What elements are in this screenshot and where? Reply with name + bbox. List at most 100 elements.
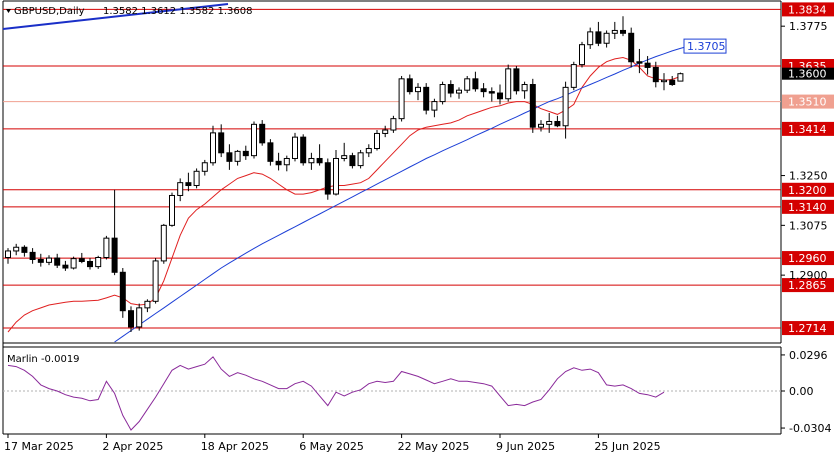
candle-body-bull [283,157,290,166]
candle [431,98,438,118]
candle-body-bull [587,31,594,46]
candle [78,252,85,264]
candle [103,235,110,260]
price-tick-label: 1.2900 [789,269,828,282]
candle-body-bear [620,29,626,34]
candle-body-bull [46,257,52,263]
candle [546,112,553,133]
level-label: 1.2960 [788,252,827,265]
candle [652,61,659,88]
oscillator-label: Marlin -0.0019 [7,354,80,365]
symbol-header: GBPUSD,Daily 1.3582 1.3612 1.3582 1.3608 [6,6,253,17]
candle [390,115,397,133]
candle [308,152,315,170]
candle-body-bear [29,251,36,260]
candle-body-bull [390,118,397,131]
candle-body-bear [242,150,249,157]
level-label: 1.2714 [788,322,827,335]
candle-body-bull [415,86,421,93]
candle-body-bull [13,246,20,252]
candle [234,149,241,166]
candle [242,145,249,160]
candle-body-bull [251,123,257,157]
candle-body-bear [78,258,85,262]
candle-body-bull [456,89,462,94]
candle [382,125,389,138]
candles [5,16,684,333]
level-label: 1.3834 [788,3,827,16]
candle [587,27,594,49]
price-tick-label: 1.3775 [789,20,828,33]
level-badge [782,182,834,197]
candle [365,144,372,158]
osc-tick-label: -0.0304 [789,422,831,435]
candle-body-bear [300,136,307,164]
candle [193,168,200,189]
candle [177,178,184,202]
candle [185,172,192,192]
candle-body-bull [579,44,585,66]
candle-body-bear [324,162,331,195]
candle [62,260,69,271]
candle-body-bull [201,162,208,172]
candle [447,80,454,98]
candle-body-bull [611,29,618,34]
candle [111,189,118,276]
level-badge [782,321,834,336]
candle-body-bull [234,150,241,162]
annotation-box [683,38,727,54]
candle [226,144,233,170]
candle [611,21,618,39]
candle [423,83,430,115]
candle [349,152,356,169]
osc-tick-label: 0.00 [789,385,814,398]
candle-body-bear [226,152,233,162]
candle-body-bull [169,194,175,226]
candle-body-bull [193,170,200,187]
candle-body-bear [628,32,635,63]
current-price-badge [782,67,834,80]
candle-body-bull [5,250,11,258]
candle-body-bull [136,307,143,328]
candle-body-bull [521,84,528,92]
symbol-label: GBPUSD,Daily [14,6,85,17]
trend-line-segment [2,3,229,30]
candle [554,115,561,128]
candle-body-bear [644,62,651,68]
candle-body-bull [464,78,471,91]
ohlc-readout: 1.3582 1.3612 1.3582 1.3608 [103,6,253,17]
candle [292,132,298,162]
level-label: 1.3140 [788,201,827,214]
candle [128,306,134,333]
trend-line [2,3,229,30]
candle [144,299,151,313]
candle [300,134,307,166]
candle [628,27,635,68]
candle-body-bear [595,31,602,44]
candle-body-bear [267,142,274,162]
time-axis: 17 Mar 2025 2 Apr 2025 18 Apr 2025 6 May 20… [4,434,661,453]
candle [488,87,495,102]
candle-body-bull [546,120,553,125]
collapse-triangle-icon [6,9,11,13]
candle-body-bull [333,157,339,195]
candle [439,81,446,105]
candle-body-bull [341,155,348,159]
candle-body-bull [144,300,151,309]
candle [210,125,216,166]
level-badge [782,94,834,109]
candle [267,139,274,166]
candle-body-bear [669,79,676,86]
candle [570,61,577,91]
current-price-label: 1.3600 [788,68,827,81]
candle-body-bear [652,66,659,83]
level-badge [782,2,834,17]
candle [333,149,339,196]
candle [464,75,471,94]
candle [398,75,405,122]
candle [357,149,364,169]
candle [579,41,585,68]
candle [406,74,413,95]
